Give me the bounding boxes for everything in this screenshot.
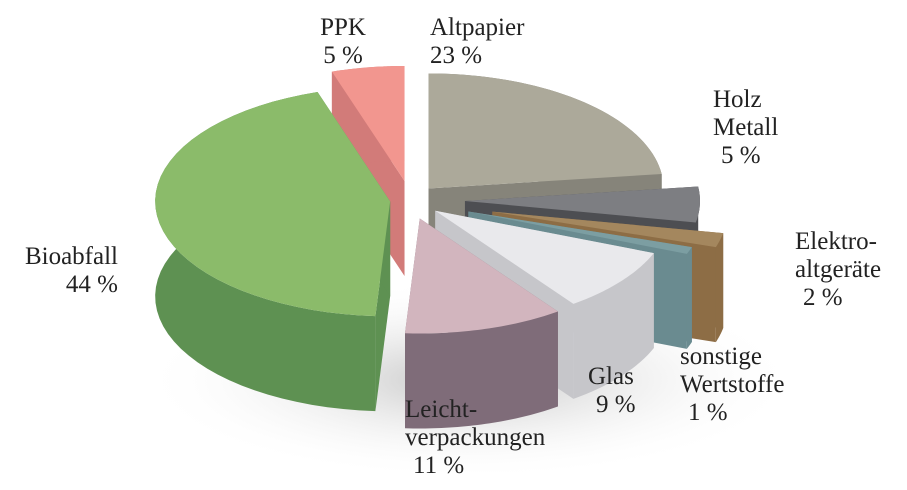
slice-label: Altpapier 23 % bbox=[430, 14, 524, 70]
value-label: 23 % bbox=[430, 42, 483, 69]
category-label: sonstige Wertstoffe bbox=[680, 343, 785, 398]
slice-top bbox=[331, 65, 405, 181]
value-label: 2 % bbox=[803, 284, 843, 311]
value-label: 11 % bbox=[413, 452, 465, 479]
category-label: Altpapier bbox=[430, 14, 525, 41]
slice-top bbox=[464, 186, 700, 223]
category-label: PPK bbox=[320, 14, 366, 41]
slice-label: Glas 9 % bbox=[588, 363, 636, 419]
slice bbox=[405, 218, 558, 429]
category-label: Leicht- verpackungen bbox=[405, 396, 546, 451]
category-label: Holz Metall bbox=[713, 86, 779, 141]
slice-label: Elektro- altgeräte 2 % bbox=[795, 228, 881, 312]
slice-label: Leicht- verpackungen 11 % bbox=[405, 396, 545, 480]
value-label: 5 % bbox=[721, 142, 761, 169]
slice-side bbox=[715, 233, 724, 343]
slice-side bbox=[686, 247, 692, 349]
slice-top bbox=[155, 92, 391, 317]
category-label: Elektro- altgeräte bbox=[795, 228, 882, 283]
slice-side bbox=[405, 311, 558, 429]
category-label: Bioabfall bbox=[24, 243, 118, 270]
slice-top bbox=[435, 210, 654, 304]
slice-label: sonstige Wertstoffe 1 % bbox=[680, 343, 784, 427]
value-label: 9 % bbox=[596, 391, 636, 418]
slice-label: Bioabfall 44 % bbox=[25, 243, 118, 299]
slice-top bbox=[492, 211, 724, 248]
value-label: 44 % bbox=[65, 271, 118, 298]
slice bbox=[155, 92, 391, 412]
value-label: 5 % bbox=[323, 42, 363, 69]
value-label: 1 % bbox=[688, 399, 728, 426]
slice-side bbox=[573, 253, 654, 399]
slice-label: Holz Metall 5 % bbox=[713, 86, 778, 170]
slice-top bbox=[405, 218, 558, 334]
slice-label: PPK 5 % bbox=[283, 14, 403, 70]
slice-top bbox=[468, 211, 692, 254]
slice-top bbox=[428, 73, 662, 189]
category-label: Glas bbox=[588, 363, 634, 390]
